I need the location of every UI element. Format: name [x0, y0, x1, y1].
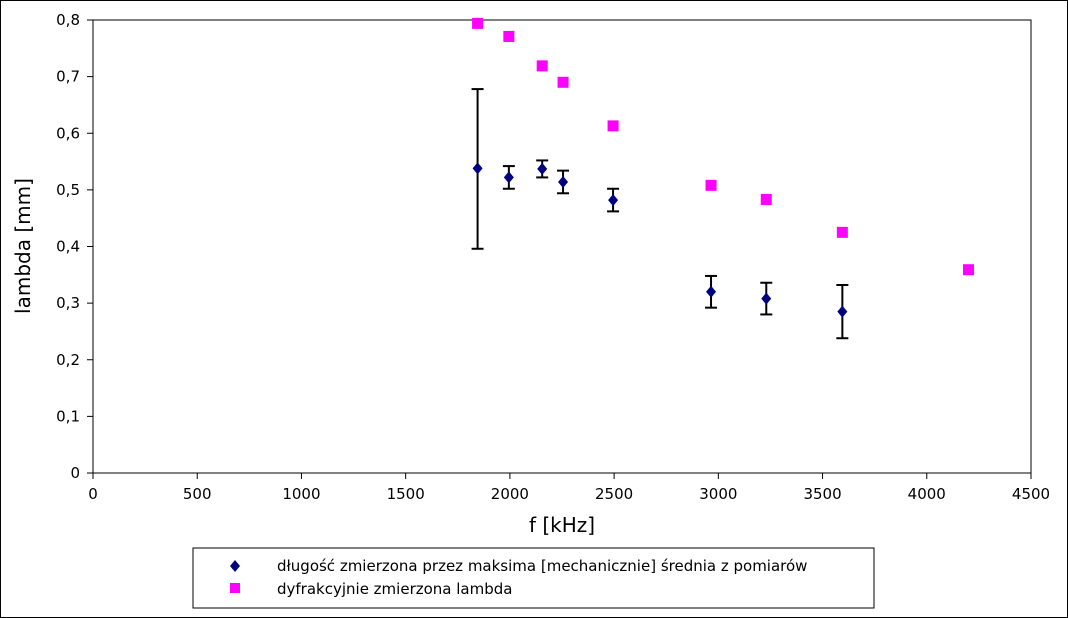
data-point-mechanical	[608, 194, 619, 207]
data-series	[472, 17, 974, 318]
y-tick-label: 0,1	[56, 407, 80, 425]
legend-box	[192, 547, 875, 609]
x-tick-label: 3500	[803, 485, 841, 503]
data-point-diffraction	[962, 264, 974, 276]
y-tick-label: 0,2	[56, 351, 80, 369]
y-tick-label: 0,5	[56, 181, 80, 199]
x-tick-label: 4000	[908, 485, 946, 503]
x-tick-label: 2500	[595, 485, 633, 503]
data-point-diffraction	[472, 17, 484, 29]
x-tick-label: 500	[183, 485, 212, 503]
data-point-mechanical	[558, 175, 569, 188]
x-tick-label: 3000	[699, 485, 737, 503]
data-point-mechanical	[761, 292, 772, 305]
data-point-mechanical	[537, 162, 548, 175]
data-point-diffraction	[557, 76, 569, 88]
data-point-mechanical	[837, 305, 848, 318]
data-point-diffraction	[536, 60, 548, 72]
legend-marker-square	[230, 583, 240, 593]
data-point-mechanical	[706, 285, 717, 298]
legend-label-mechanical: długość zmierzona przez maksima [mechani…	[277, 557, 807, 575]
y-axis-title: lambda [mm]	[11, 178, 35, 314]
data-point-diffraction	[836, 226, 848, 238]
data-point-mechanical	[503, 171, 514, 184]
legend: długość zmierzona przez maksima [mechani…	[192, 547, 875, 609]
x-tick-label: 2000	[491, 485, 529, 503]
x-tick-label: 0	[88, 485, 98, 503]
y-tick-label: 0,7	[56, 68, 80, 86]
y-tick-label: 0	[70, 464, 80, 482]
y-tick-label: 0,3	[56, 294, 80, 312]
data-point-diffraction	[760, 194, 772, 206]
x-tick-label: 1500	[387, 485, 425, 503]
legend-label-diffraction: dyfrakcyjnie zmierzona lambda	[277, 580, 512, 598]
data-point-diffraction	[503, 30, 515, 42]
plot-area	[92, 19, 1032, 474]
y-tick-label: 0,8	[56, 11, 80, 29]
x-axis: 0 500 1000 1500 2000 2500 3000 3500 4000 4500	[88, 473, 1050, 503]
x-tick-label: 4500	[1012, 485, 1050, 503]
y-axis: 0 0,1 0,2 0,3 0,4 0,5 0,6 0,7 0,8	[56, 11, 93, 482]
x-axis-title: f [kHz]	[529, 513, 595, 537]
data-point-diffraction	[607, 120, 619, 132]
data-point-diffraction	[705, 179, 717, 191]
y-tick-label: 0,6	[56, 124, 80, 142]
x-tick-label: 1000	[282, 485, 320, 503]
y-tick-label: 0,4	[56, 238, 80, 256]
legend-marker-diamond	[230, 560, 240, 572]
data-point-mechanical	[472, 162, 483, 175]
